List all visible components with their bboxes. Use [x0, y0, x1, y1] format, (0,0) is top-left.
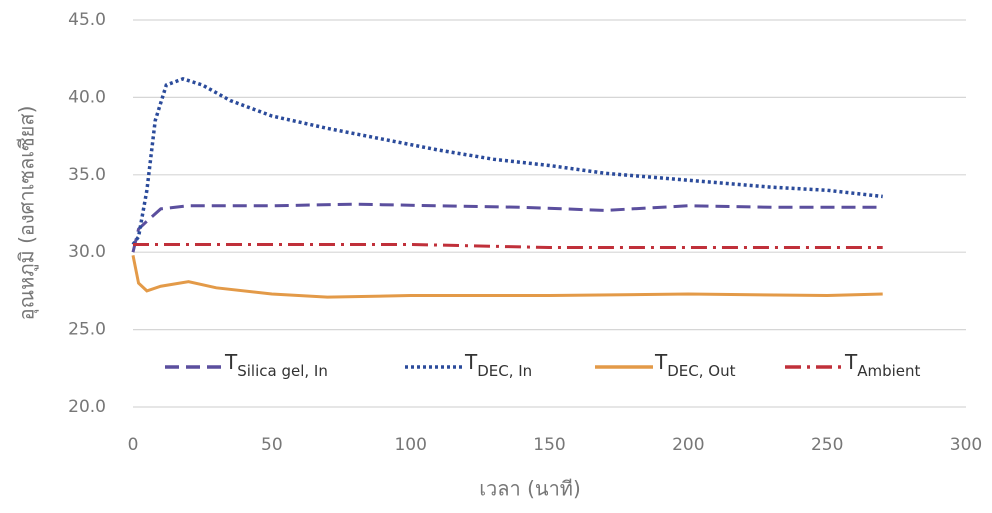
- x-tick-label: 150: [533, 435, 565, 455]
- legend-label: TDEC, In: [464, 350, 532, 380]
- legend-entry: TDEC, Out: [595, 350, 736, 380]
- y-tick-label: 45.0: [68, 10, 106, 30]
- y-tick-label: 25.0: [68, 320, 106, 340]
- x-tick-label: 100: [394, 435, 426, 455]
- legend-subscript: Silica gel, In: [237, 362, 328, 380]
- y-axis-title: อุณหภูมิ (องศาเซลเซียส): [15, 106, 40, 321]
- series-line: [133, 242, 883, 250]
- y-tick-label: 20.0: [68, 397, 106, 417]
- x-tick-label: 50: [261, 435, 283, 455]
- x-tick-label: 250: [811, 435, 843, 455]
- x-tick-label: 200: [672, 435, 704, 455]
- legend-label: TSilica gel, In: [224, 350, 328, 380]
- legend-entry: TSilica gel, In: [165, 350, 328, 380]
- legend-subscript: Ambient: [857, 362, 920, 380]
- legend-subscript: DEC, Out: [667, 362, 735, 380]
- legend-entry: TAmbient: [785, 350, 921, 380]
- x-axis-title: เวลา (นาที): [479, 477, 581, 501]
- series-line: [131, 76, 883, 246]
- legend-entry: TDEC, In: [405, 350, 532, 380]
- legend-label: TDEC, Out: [654, 350, 736, 380]
- legend-label: TAmbient: [844, 350, 921, 380]
- legend-symbol: T: [464, 350, 478, 374]
- x-tick-label: 300: [950, 435, 982, 455]
- legend-symbol: T: [654, 350, 668, 374]
- y-tick-label: 40.0: [68, 87, 106, 107]
- legend-symbol: T: [844, 350, 858, 374]
- legend-symbol: T: [224, 350, 238, 374]
- y-tick-label: 35.0: [68, 165, 106, 185]
- x-tick-label: 0: [128, 435, 139, 455]
- series-line: [131, 255, 883, 299]
- legend-subscript: DEC, In: [477, 362, 532, 380]
- series-line: [131, 202, 883, 253]
- y-tick-label: 30.0: [68, 242, 106, 262]
